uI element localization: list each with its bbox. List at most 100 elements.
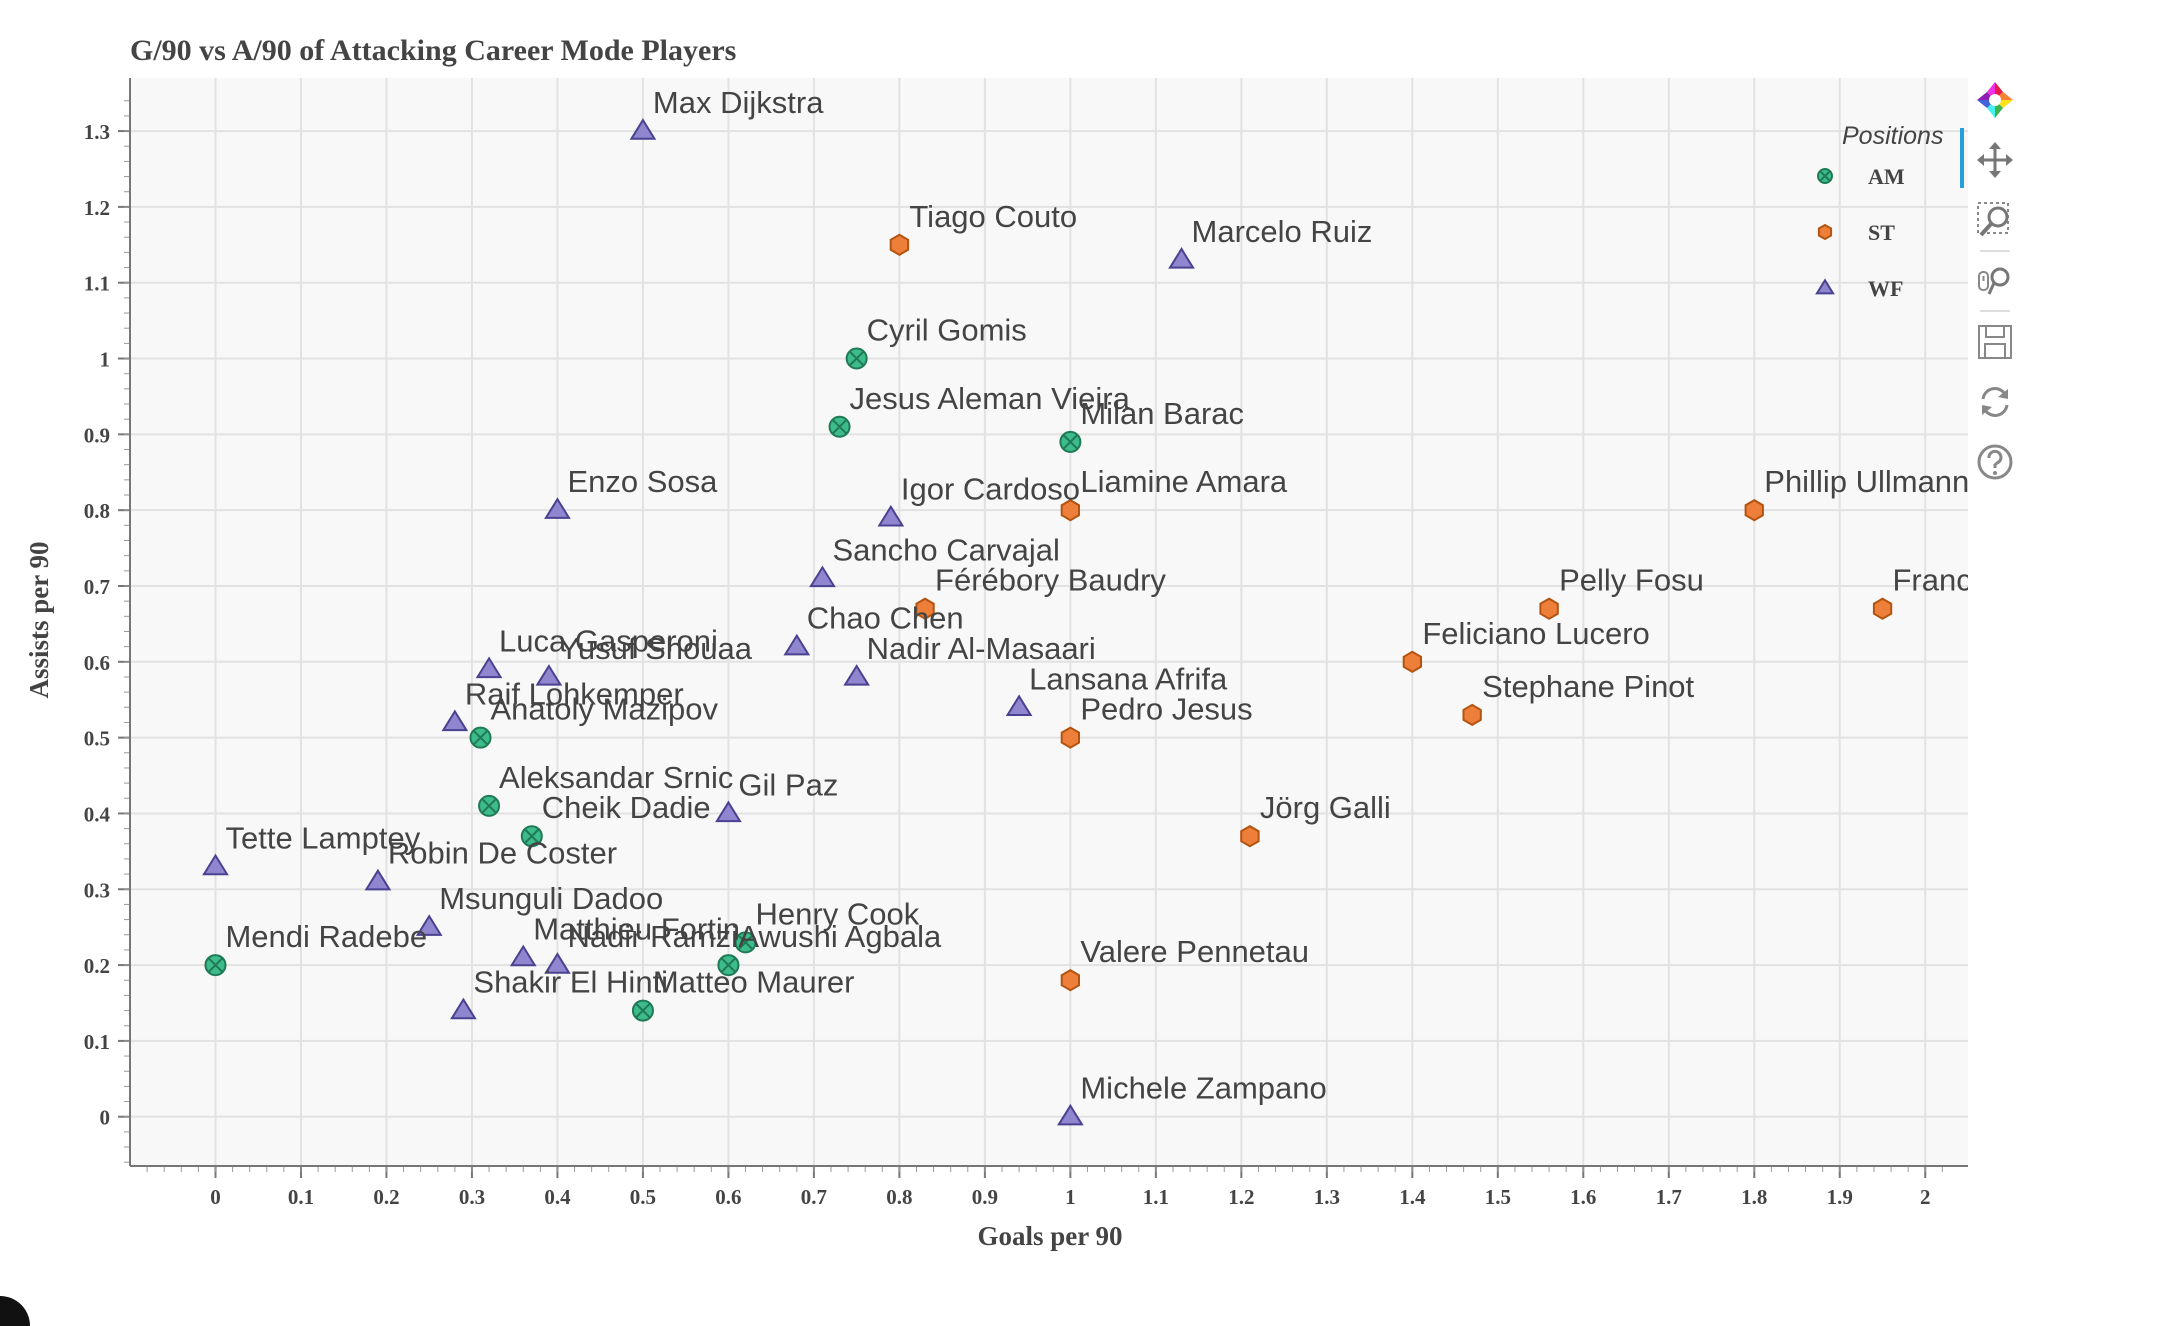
legend-label: ST (1868, 220, 1895, 245)
y-tick-label: 0.1 (84, 1030, 110, 1054)
data-point (469, 726, 492, 749)
plot-area[interactable] (130, 78, 1968, 1166)
data-point (889, 233, 910, 256)
point-label: Msunguli Dadoo (439, 881, 663, 916)
data-point (1005, 694, 1033, 716)
x-tick-label: 1.1 (1143, 1185, 1169, 1209)
y-tick-label: 0.9 (84, 423, 110, 447)
point-label: Feliciano Lucero (1422, 616, 1649, 651)
y-tick-label: 0.3 (84, 878, 110, 902)
x-tick-label: 2 (1920, 1185, 1931, 1209)
y-tick-label: 1.3 (84, 120, 110, 144)
data-point (1060, 499, 1080, 522)
x-tick-label: 0.2 (373, 1185, 399, 1209)
x-tick-label: 1.6 (1570, 1185, 1596, 1209)
data-point (441, 709, 469, 732)
pan-tool[interactable] (1960, 132, 2030, 188)
y-tick-label: 0.5 (84, 727, 110, 751)
data-point (1168, 247, 1195, 269)
data-point (1060, 726, 1080, 749)
point-label: Cyril Gomis (867, 313, 1027, 348)
y-tick-label: 0.4 (84, 802, 111, 826)
point-label: Mendi Radebe (225, 919, 427, 954)
point-label: Max Dijkstra (653, 85, 824, 120)
data-point (828, 415, 851, 438)
data-point (1057, 1103, 1084, 1126)
data-point (544, 952, 571, 974)
point-label: Sancho Carvajal (832, 532, 1059, 567)
x-tick-label: 0.8 (886, 1185, 912, 1209)
point-label: Enzo Sosa (567, 464, 718, 499)
data-point (204, 954, 227, 977)
y-axis-label: Assists per 90 (24, 541, 54, 698)
x-tick-label: 1.3 (1314, 1185, 1340, 1209)
help-tool[interactable] (1960, 434, 2030, 490)
data-point (475, 656, 503, 679)
point-label: Jesus Aleman Vieira (850, 381, 1131, 416)
data-point (415, 914, 443, 936)
x-tick-label: 1.9 (1827, 1185, 1853, 1209)
point-label: Anatoly Mazipov (491, 692, 719, 727)
point-label: Yusuf Shouaa (559, 631, 753, 666)
point-label: Cheik Dadie (542, 790, 711, 825)
point-labels: Max Dijkstra Tiago Couto Marcelo Ruiz Cyril… (225, 85, 1972, 1106)
legend-marker (1817, 223, 1833, 241)
x-tick-label: 0.3 (459, 1185, 485, 1209)
point-label: Phillip Ullmann (1764, 464, 1969, 499)
x-tick-label: 0.1 (288, 1185, 314, 1209)
data-point (734, 931, 757, 954)
point-label: Chao Chen (807, 601, 964, 636)
y-tick-label: 0.7 (84, 575, 110, 599)
point-label: Stephane Pinot (1482, 669, 1694, 704)
data-point (1872, 597, 1893, 620)
point-label: Jörg Galli (1260, 790, 1391, 825)
x-axis-label: Goals per 90 (977, 1221, 1122, 1251)
legend-label: WF (1868, 276, 1903, 301)
data-point (843, 664, 870, 686)
x-tick-label: 1.7 (1656, 1185, 1682, 1209)
data-point (717, 954, 740, 977)
point-label: Tette Lamptey (225, 821, 420, 856)
x-tick-label: 1 (1065, 1185, 1076, 1209)
point-label: Matthieu Fortin (533, 911, 740, 946)
legend-marker (1817, 168, 1833, 184)
point-label: Franc (1893, 563, 1972, 598)
x-tick-label: 1.2 (1228, 1185, 1254, 1209)
save-tool[interactable] (1960, 314, 2030, 370)
bokeh-logo[interactable] (1960, 72, 2030, 128)
y-tick-label: 0.6 (84, 651, 110, 675)
legend-marker (1815, 278, 1835, 295)
data-point (1462, 703, 1482, 727)
point-label: Nadir Al-Masaari (867, 631, 1096, 666)
x-tick-label: 0 (210, 1185, 221, 1209)
axes: 0 0.1 0.2 0.3 0.4 0.5 0.6 0.7 0.8 0.9 1 1.1 1.2 1.3 1.… (84, 78, 1968, 1209)
wheel-zoom-tool[interactable] (1960, 252, 2030, 308)
point-label: Henry Cook (756, 896, 920, 931)
point-label: Milan Barac (1080, 396, 1244, 431)
y-tick-label: 1.2 (84, 196, 110, 220)
point-label: Awushi Agbala (738, 919, 942, 954)
point-label: Robin De Coster (388, 836, 617, 871)
reset-tool[interactable] (1960, 374, 2030, 430)
y-tick-label: 0.2 (84, 954, 110, 978)
data-point (1744, 499, 1764, 522)
point-label: Liamine Amara (1080, 464, 1288, 499)
data-point (877, 504, 905, 527)
legend-label: AM (1868, 164, 1905, 189)
x-tick-label: 0.5 (630, 1185, 656, 1209)
point-label: Michele Zampano (1080, 1071, 1326, 1106)
data-point (535, 664, 563, 686)
point-label: Aleksandar Srnic (499, 760, 733, 795)
data-point (1060, 969, 1080, 992)
data-point (1539, 597, 1559, 620)
reset-icon (1981, 387, 2009, 417)
y-tick-label: 0.8 (84, 499, 110, 523)
data-point (202, 853, 229, 876)
legend: Positions AM ST WF (1815, 122, 1943, 301)
data-points (202, 118, 1893, 1126)
box-zoom-tool[interactable] (1960, 192, 2030, 248)
wheel-zoom-icon (1978, 267, 2010, 295)
data-point (1059, 430, 1082, 453)
grid-lines (130, 78, 1968, 1166)
